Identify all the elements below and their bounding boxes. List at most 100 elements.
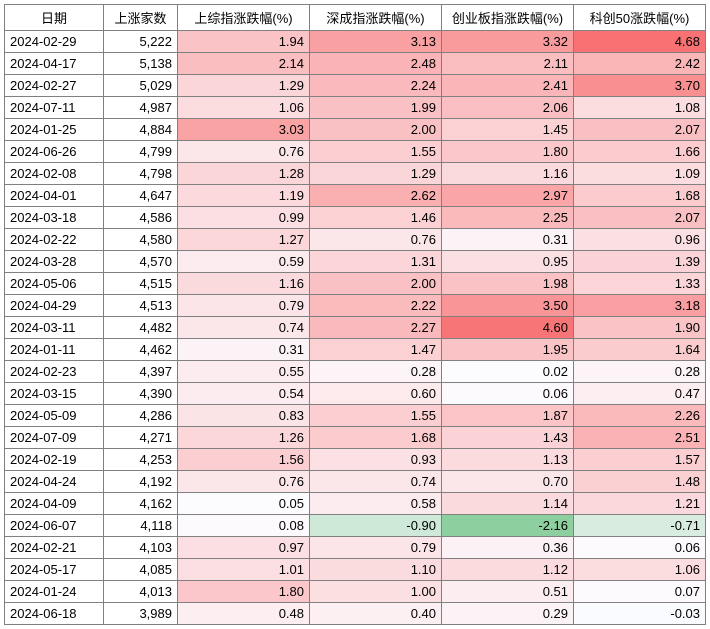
cell-value: 1.55 (310, 405, 442, 427)
table-row: 2024-03-114,4820.742.274.601.90 (5, 317, 706, 339)
cell-count: 4,647 (104, 185, 178, 207)
cell-count: 4,462 (104, 339, 178, 361)
cell-date: 2024-06-07 (5, 515, 104, 537)
col-kc50: 科创50涨跌幅(%) (574, 5, 706, 31)
cell-count: 4,397 (104, 361, 178, 383)
cell-value: 1.48 (574, 471, 706, 493)
cell-value: 1.16 (178, 273, 310, 295)
cell-value: 1.33 (574, 273, 706, 295)
cell-value: 3.03 (178, 119, 310, 141)
table-row: 2024-02-194,2531.560.931.131.57 (5, 449, 706, 471)
table-row: 2024-02-224,5801.270.760.310.96 (5, 229, 706, 251)
cell-value: 1.43 (442, 427, 574, 449)
cell-value: 4.60 (442, 317, 574, 339)
cell-value: 1.21 (574, 493, 706, 515)
cell-value: 1.00 (310, 581, 442, 603)
cell-value: 0.60 (310, 383, 442, 405)
table-row: 2024-04-294,5130.792.223.503.18 (5, 295, 706, 317)
cell-value: -0.03 (574, 603, 706, 625)
cell-value: 0.74 (310, 471, 442, 493)
cell-value: 0.31 (442, 229, 574, 251)
cell-value: -0.71 (574, 515, 706, 537)
table-row: 2024-03-184,5860.991.462.252.07 (5, 207, 706, 229)
cell-value: 1.10 (310, 559, 442, 581)
col-date: 日期 (5, 5, 104, 31)
cell-date: 2024-03-15 (5, 383, 104, 405)
cell-value: 3.50 (442, 295, 574, 317)
cell-value: 0.59 (178, 251, 310, 273)
table-row: 2024-04-175,1382.142.482.112.42 (5, 53, 706, 75)
col-sh: 上综指涨跌幅(%) (178, 5, 310, 31)
cell-value: 3.70 (574, 75, 706, 97)
cell-value: 2.41 (442, 75, 574, 97)
cell-value: 2.27 (310, 317, 442, 339)
cell-date: 2024-04-24 (5, 471, 104, 493)
cell-value: 1.39 (574, 251, 706, 273)
col-cyb: 创业板指涨跌幅(%) (442, 5, 574, 31)
cell-count: 5,029 (104, 75, 178, 97)
cell-value: 1.66 (574, 141, 706, 163)
table-row: 2024-02-084,7981.281.291.161.09 (5, 163, 706, 185)
cell-date: 2024-05-06 (5, 273, 104, 295)
cell-value: 2.07 (574, 207, 706, 229)
table-row: 2024-01-244,0131.801.000.510.07 (5, 581, 706, 603)
cell-value: 0.06 (442, 383, 574, 405)
cell-value: 2.14 (178, 53, 310, 75)
cell-value: 0.76 (310, 229, 442, 251)
cell-value: 2.51 (574, 427, 706, 449)
cell-value: -2.16 (442, 515, 574, 537)
table-row: 2024-03-284,5700.591.310.951.39 (5, 251, 706, 273)
cell-date: 2024-02-22 (5, 229, 104, 251)
cell-count: 4,192 (104, 471, 178, 493)
stock-change-table: 日期 上涨家数 上综指涨跌幅(%) 深成指涨跌幅(%) 创业板指涨跌幅(%) 科… (4, 4, 706, 625)
cell-value: 1.98 (442, 273, 574, 295)
cell-count: 4,271 (104, 427, 178, 449)
table-row: 2024-02-234,3970.550.280.020.28 (5, 361, 706, 383)
cell-date: 2024-05-09 (5, 405, 104, 427)
cell-value: 1.45 (442, 119, 574, 141)
cell-value: 0.36 (442, 537, 574, 559)
cell-count: 4,586 (104, 207, 178, 229)
cell-value: 0.58 (310, 493, 442, 515)
cell-value: 1.94 (178, 31, 310, 53)
cell-value: 2.42 (574, 53, 706, 75)
cell-date: 2024-02-29 (5, 31, 104, 53)
cell-value: 3.32 (442, 31, 574, 53)
cell-value: 0.51 (442, 581, 574, 603)
cell-date: 2024-04-29 (5, 295, 104, 317)
cell-date: 2024-06-26 (5, 141, 104, 163)
cell-value: 1.06 (574, 559, 706, 581)
cell-value: 0.95 (442, 251, 574, 273)
cell-value: 1.57 (574, 449, 706, 471)
cell-date: 2024-04-09 (5, 493, 104, 515)
table-row: 2024-06-074,1180.08-0.90-2.16-0.71 (5, 515, 706, 537)
cell-count: 4,513 (104, 295, 178, 317)
cell-value: 0.55 (178, 361, 310, 383)
cell-date: 2024-04-01 (5, 185, 104, 207)
cell-value: 1.14 (442, 493, 574, 515)
cell-value: 2.00 (310, 119, 442, 141)
cell-value: 0.83 (178, 405, 310, 427)
cell-value: 4.68 (574, 31, 706, 53)
table-body: 2024-02-295,2221.943.133.324.682024-04-1… (5, 31, 706, 625)
cell-value: 2.00 (310, 273, 442, 295)
cell-date: 2024-03-28 (5, 251, 104, 273)
cell-count: 4,286 (104, 405, 178, 427)
cell-value: 0.79 (178, 295, 310, 317)
cell-date: 2024-04-17 (5, 53, 104, 75)
cell-date: 2024-03-18 (5, 207, 104, 229)
cell-value: 1.26 (178, 427, 310, 449)
cell-value: 1.19 (178, 185, 310, 207)
cell-count: 4,987 (104, 97, 178, 119)
cell-count: 4,799 (104, 141, 178, 163)
cell-value: 2.24 (310, 75, 442, 97)
cell-count: 3,989 (104, 603, 178, 625)
cell-count: 4,798 (104, 163, 178, 185)
cell-count: 5,138 (104, 53, 178, 75)
cell-value: 1.68 (574, 185, 706, 207)
table-row: 2024-05-064,5151.162.001.981.33 (5, 273, 706, 295)
table-row: 2024-02-214,1030.970.790.360.06 (5, 537, 706, 559)
cell-value: 1.56 (178, 449, 310, 471)
cell-date: 2024-02-27 (5, 75, 104, 97)
cell-count: 5,222 (104, 31, 178, 53)
